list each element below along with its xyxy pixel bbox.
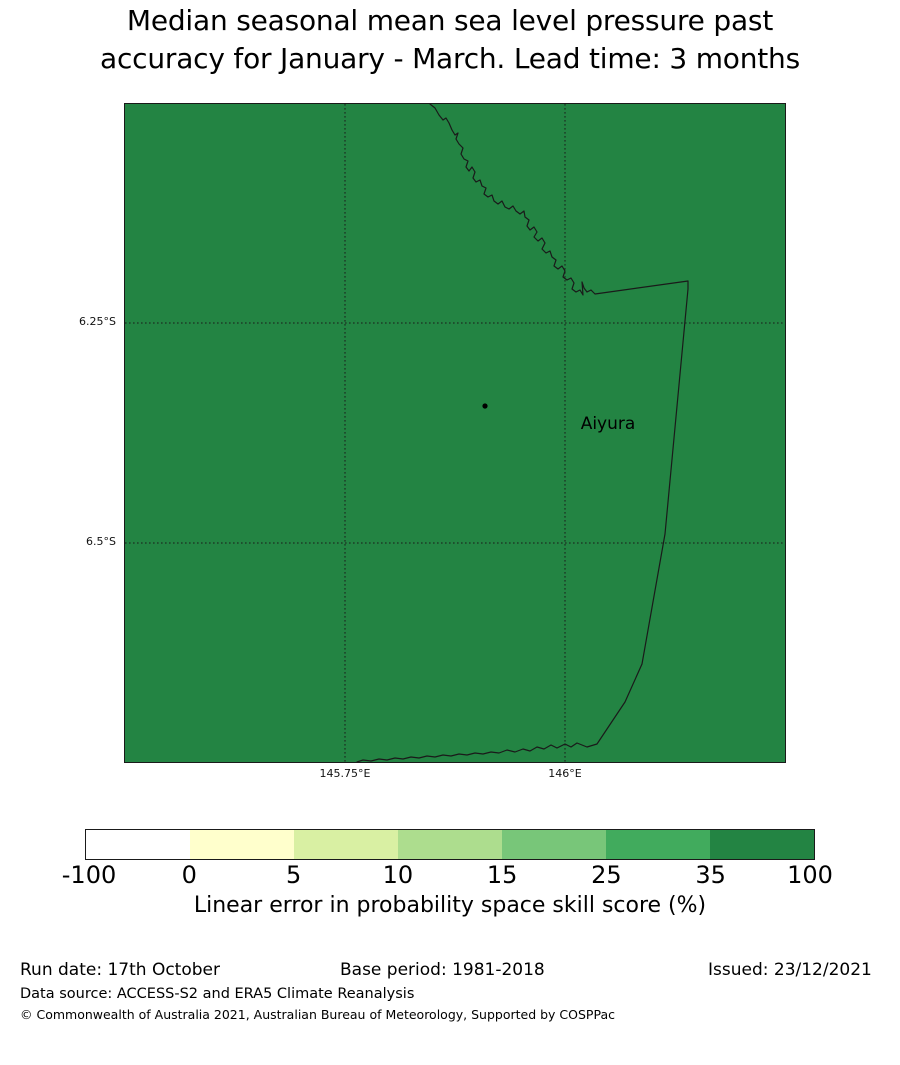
colorbar[interactable]: -100 0 5 10 15 25 35 100	[62, 829, 833, 888]
colorbar-axis-label: Linear error in probability space skill …	[193, 893, 707, 918]
footer-run-date: Run date: 17th October	[20, 960, 220, 980]
colorbar-tick-0: -100	[61, 861, 117, 889]
map-panel[interactable]: Aiyura	[124, 103, 786, 763]
colorbar-band-2	[294, 830, 398, 859]
colorbar-band-1	[190, 830, 294, 859]
lat-tick-label-6-5: 6.5°S	[86, 535, 116, 548]
colorbar-tick-5: 25	[591, 861, 622, 889]
lon-tick-label-146: 146°E	[548, 767, 582, 780]
colorbar-band-4	[502, 830, 606, 859]
footer-meta-row: Run date: 17th October Base period: 1981…	[0, 960, 900, 984]
page-title-line-1: Median seasonal mean sea level pressure …	[126, 4, 774, 37]
colorbar-band-5	[606, 830, 710, 859]
colorbar-tick-1: 0	[181, 861, 197, 889]
footer-copyright: © Commonwealth of Australia 2021, Austra…	[20, 1007, 615, 1022]
colorbar-tick-labels: -100 0 5 10 15 25 35 100	[62, 861, 833, 889]
footer-issued-date: Issued: 23/12/2021	[708, 960, 872, 980]
colorbar-band-0	[86, 830, 190, 859]
colorbar-tick-6: 35	[695, 861, 726, 889]
lat-tick-label-6-25: 6.25°S	[79, 315, 116, 328]
footer-data-source: Data source: ACCESS-S2 and ERA5 Climate …	[20, 986, 415, 1002]
page-title-line-2: accuracy for January - March. Lead time:…	[100, 42, 800, 75]
colorbar-tick-3: 10	[382, 861, 414, 889]
colorbar-tick-7: 100	[787, 861, 833, 889]
station-dot-icon	[482, 403, 488, 409]
coastline-path	[356, 104, 689, 762]
footer: Run date: 17th October Base period: 1981…	[0, 960, 900, 1022]
colorbar-band-3	[398, 830, 502, 859]
page-title: Median seasonal mean sea level pressure …	[0, 0, 900, 78]
footer-base-period: Base period: 1981-2018	[340, 960, 545, 980]
colorbar-tick-2: 5	[285, 861, 302, 889]
colorbar-tick-4: 15	[486, 861, 518, 889]
lon-tick-label-145-75: 145.75°E	[319, 767, 371, 780]
colorbar-gradient	[85, 829, 815, 860]
colorbar-band-6	[710, 830, 814, 859]
station-label: Aiyura	[580, 414, 636, 434]
map-graphic	[125, 104, 785, 762]
